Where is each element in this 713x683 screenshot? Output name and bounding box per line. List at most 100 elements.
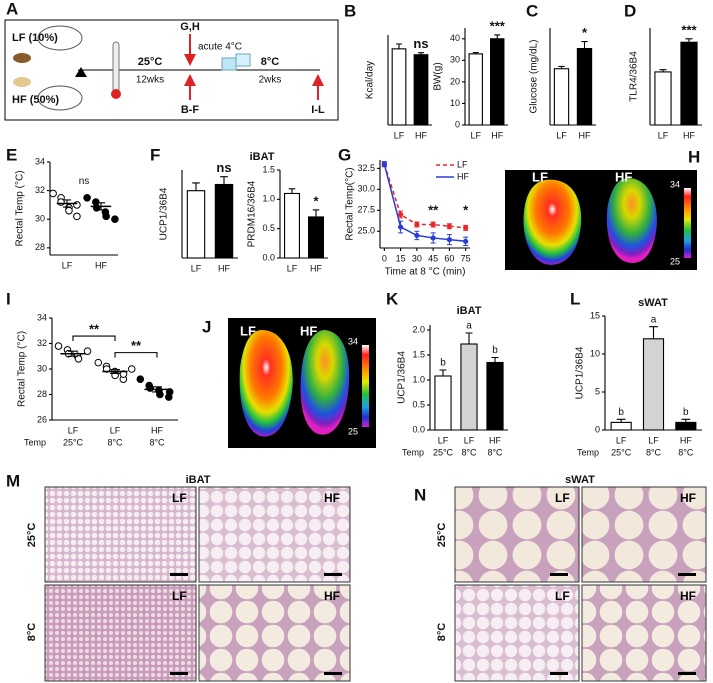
panel-label: M bbox=[6, 471, 20, 490]
significance-letter: b bbox=[440, 358, 446, 369]
histology-image bbox=[44, 486, 197, 583]
significance: * bbox=[313, 193, 319, 208]
histology-image bbox=[454, 584, 580, 682]
y-tick-label: 27.5 bbox=[357, 205, 375, 215]
error-bar bbox=[67, 350, 79, 357]
significance: * bbox=[582, 25, 588, 40]
bar bbox=[490, 38, 505, 126]
mouse-thermal bbox=[523, 179, 582, 265]
image-label: LF bbox=[532, 169, 548, 184]
x-tick-label: HF bbox=[95, 260, 107, 270]
diet-label: LF (10%) bbox=[12, 32, 58, 44]
y-axis-label: Glucose (mg/dL) bbox=[529, 40, 540, 114]
data-point bbox=[102, 212, 110, 221]
x-tick-sublabel: 8°C bbox=[461, 447, 477, 457]
food-icon bbox=[13, 53, 31, 63]
scale-bar bbox=[170, 672, 188, 675]
x-tick-label: 45 bbox=[428, 253, 438, 263]
significance-bracket bbox=[72, 335, 116, 342]
y-axis-label: Rectal Temp (°C) bbox=[15, 170, 26, 246]
row-label: 25°C bbox=[26, 523, 38, 548]
y-axis-label: UCP1/36B4 bbox=[397, 351, 408, 404]
data-point bbox=[146, 384, 154, 392]
y-tick-label: 0.5 bbox=[262, 223, 275, 233]
error-bar bbox=[62, 199, 72, 208]
x-tick-sublabel: 8°C bbox=[646, 447, 662, 457]
x-tick-label: HF bbox=[489, 435, 501, 445]
x-tick-label: LF bbox=[287, 263, 298, 273]
data-point bbox=[94, 358, 103, 367]
scale-bar bbox=[678, 672, 696, 675]
ice-icon bbox=[235, 53, 251, 67]
y-tick-label: 1.5 bbox=[412, 349, 425, 359]
x-group-label: Temp bbox=[402, 447, 424, 457]
data-point bbox=[127, 365, 136, 373]
data-point bbox=[463, 225, 469, 231]
significance: ns bbox=[79, 176, 90, 187]
bar bbox=[610, 421, 632, 431]
data-point bbox=[446, 237, 452, 243]
histology-image bbox=[198, 584, 351, 682]
arrow bbox=[184, 54, 196, 66]
scale-max: 34 bbox=[348, 336, 358, 346]
bar bbox=[308, 216, 324, 259]
x-tick-label: LF bbox=[438, 435, 449, 445]
sample-label: I-L bbox=[311, 104, 325, 116]
panel-label: L bbox=[570, 289, 580, 308]
sample-label: B-F bbox=[181, 104, 200, 116]
thermal-image: H LF HF 34 25 bbox=[505, 147, 700, 270]
legend-label: HF bbox=[457, 171, 469, 181]
phase-temp: 8°C bbox=[261, 56, 280, 68]
x-tick-label: 0 bbox=[382, 253, 387, 263]
histology-image bbox=[44, 584, 197, 682]
x-tick-label: HF bbox=[491, 130, 503, 140]
significance-letter: b bbox=[492, 345, 498, 356]
panel-label: C bbox=[526, 1, 538, 20]
panel-label: G bbox=[338, 145, 351, 164]
significance: *** bbox=[681, 22, 697, 37]
image-label: LF bbox=[240, 323, 256, 338]
x-tick-label: HF bbox=[218, 263, 230, 273]
bar bbox=[468, 53, 483, 126]
histology-image bbox=[454, 486, 580, 583]
phase-duration: 2wks bbox=[259, 75, 282, 86]
x-tick-sublabel: 8°C bbox=[107, 437, 123, 447]
arrow bbox=[312, 74, 324, 86]
data-point bbox=[73, 212, 81, 221]
start-marker bbox=[75, 67, 87, 77]
y-tick-label: 25.0 bbox=[357, 226, 375, 236]
bar bbox=[576, 48, 593, 126]
image-label: LF bbox=[555, 491, 570, 505]
x-group-label: Temp bbox=[24, 437, 46, 447]
data-point bbox=[463, 238, 469, 244]
data-point bbox=[165, 388, 174, 396]
mouse-icon bbox=[37, 85, 83, 111]
data-point bbox=[111, 215, 119, 224]
schematic: A LF (10%) HF (50%) 25°C 12wks G,H acute… bbox=[4, 0, 339, 121]
image-label: HF bbox=[324, 491, 340, 505]
x-tick-sublabel: 8°C bbox=[487, 447, 503, 457]
y-tick-label: 30.0 bbox=[357, 184, 375, 194]
schematic-frame bbox=[4, 19, 339, 121]
x-tick-label: HF bbox=[310, 263, 322, 273]
panel-label: B bbox=[344, 1, 356, 20]
y-tick-label: 28 bbox=[35, 242, 45, 252]
y-tick-label: 0.0 bbox=[262, 252, 275, 262]
y-tick-label: 30 bbox=[450, 55, 460, 65]
panel-label: J bbox=[202, 317, 211, 336]
significance: ** bbox=[89, 321, 100, 336]
bar bbox=[642, 338, 665, 431]
phase-duration: 12wks bbox=[136, 75, 164, 86]
y-tick-label: 1.5 bbox=[262, 164, 275, 174]
row-label: 8°C bbox=[26, 623, 38, 642]
x-tick-label: LF bbox=[648, 435, 659, 445]
significance-bracket bbox=[114, 352, 158, 358]
bar bbox=[391, 48, 407, 126]
thermometer-icon bbox=[112, 41, 120, 93]
y-axis-label: Rectal Temp(°C) bbox=[345, 167, 356, 240]
histology-panel: M iBAT 25°C 8°C LF HF LF HF bbox=[6, 471, 351, 682]
bar bbox=[675, 421, 697, 431]
y-tick-label: 2.0 bbox=[412, 324, 425, 334]
x-tick-label: 30 bbox=[412, 253, 422, 263]
chart-title: sWAT bbox=[638, 297, 668, 309]
